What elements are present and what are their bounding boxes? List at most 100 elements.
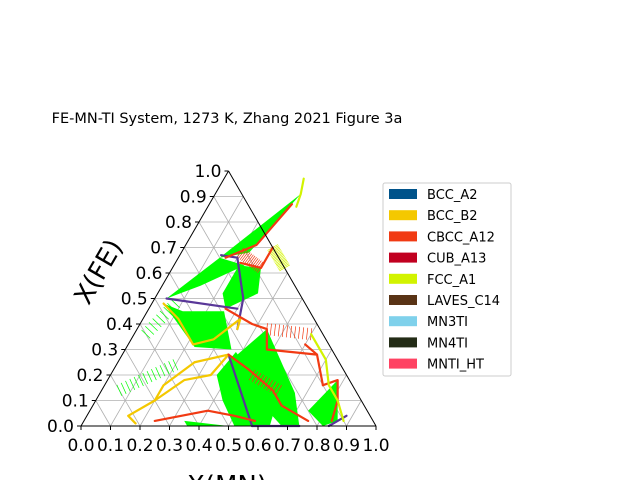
three-phase-region [308, 380, 338, 426]
y-tick-label: 0.5 [121, 290, 148, 310]
tie-line [285, 325, 288, 338]
y-tick-label: 0.1 [62, 392, 89, 412]
grid-line [198, 221, 318, 427]
tie-line [172, 359, 179, 371]
tie-line [253, 260, 262, 271]
grid-line [154, 298, 229, 427]
phase-boundary-cbcc_a12 [321, 379, 339, 422]
x-tick-label: 0.9 [333, 436, 360, 456]
legend-label: MN3TI [427, 315, 468, 330]
phase-boundary-cbcc_a12 [153, 409, 257, 422]
tie-lines [116, 244, 313, 396]
legend: BCC_A2 BCC_B2 CBCC_A12 CUB_A13 FCC_A1 LAVES_C… [382, 182, 512, 377]
y-tick-label: 0.7 [150, 239, 177, 259]
phase-boundary-cbcc_a12 [239, 246, 274, 269]
tie-line [163, 306, 173, 316]
legend-label: CBCC_A12 [427, 230, 495, 245]
tie-line [266, 379, 274, 391]
tie-line [141, 329, 151, 339]
tie-line [263, 378, 271, 389]
phase-boundary-bcc_b2 [153, 361, 196, 402]
tie-line [167, 303, 177, 312]
x-tick-label: 0.7 [274, 436, 301, 456]
tie-line [239, 249, 248, 260]
phase-boundary-bcc_b2 [162, 302, 242, 346]
tie-line [241, 251, 249, 262]
tie-line [252, 259, 261, 270]
three-phase-region [216, 352, 276, 426]
grid-line [213, 196, 347, 427]
phase-boundary-laves_c14 [165, 297, 239, 310]
legend-swatch [389, 295, 417, 305]
x-tick-label: 0.1 [97, 436, 124, 456]
tie-line [251, 371, 259, 383]
phase-boundary-cbcc_a12 [224, 203, 294, 259]
legend-label: BCC_A2 [427, 188, 478, 203]
x-tick-label: 0.0 [67, 436, 94, 456]
tie-line [163, 363, 170, 375]
x-tick-label: 0.3 [156, 436, 183, 456]
legend-swatch [389, 231, 417, 242]
axis-right [228, 170, 377, 427]
tie-line [248, 369, 256, 381]
y-tick-label: 0.9 [180, 188, 207, 208]
phase-boundary-cbcc_a12 [304, 343, 319, 356]
y-tick-label: 0.2 [76, 366, 103, 386]
phase-boundary-cbcc_a12 [227, 353, 310, 422]
legend-swatch [389, 189, 417, 199]
grid-line [124, 349, 170, 427]
legend-swatch [389, 337, 417, 348]
tie-line [306, 327, 309, 340]
x-tick-label: 0.8 [303, 436, 330, 456]
y-tick-label: 0.6 [135, 264, 162, 284]
tie-line [152, 318, 162, 328]
legend-swatch [389, 210, 417, 221]
phase-boundary-cbcc_a12 [224, 307, 324, 387]
x-tick-label: 0.6 [244, 436, 271, 456]
legend-frame [382, 182, 512, 377]
tie-line [159, 365, 166, 377]
x-tick-label: 0.2 [126, 436, 153, 456]
tie-line [170, 299, 180, 309]
tie-line [168, 361, 174, 373]
tie-line [133, 376, 140, 389]
phase-boundary-laves_c14 [227, 353, 254, 428]
tie-line [277, 324, 280, 337]
grid-line [346, 400, 362, 427]
phase-boundary-fcc_a1 [295, 177, 305, 208]
legend-label: CUB_A13 [427, 252, 486, 267]
x-tick-label: 1.0 [362, 436, 389, 456]
y-tick-label: 0.3 [91, 341, 118, 361]
y-tick-label: 0.0 [47, 417, 74, 437]
tie-line [159, 310, 169, 320]
tie-line [142, 372, 149, 385]
y-tick-label: 0.4 [106, 315, 133, 335]
x-axis-label: X(MN) [187, 471, 267, 480]
legend-label: BCC_B2 [427, 209, 478, 224]
legend-items: BCC_A2 BCC_B2 CBCC_A12 CUB_A13 FCC_A1 LAVES_C… [389, 188, 500, 373]
grid-line [95, 400, 111, 427]
tie-line [275, 384, 282, 396]
y-tick-label: 0.8 [165, 213, 192, 233]
tie-line [125, 380, 131, 392]
tie-line [138, 374, 144, 387]
tie-line [242, 252, 251, 263]
legend-label: LAVES_C14 [427, 294, 500, 309]
legend-label: MNTI_HT [427, 358, 484, 373]
three-phase-region [166, 257, 245, 299]
x-tick-labels: 0.0 0.1 0.2 0.3 0.4 0.5 0.6 0.7 0.8 0.9 1.0 [67, 426, 390, 456]
grid-line [139, 323, 200, 427]
legend-swatch [389, 358, 417, 369]
legend-label: FCC_A1 [427, 273, 476, 288]
chart-title: FE-MN-TI System, 1273 K, Zhang 2021 Figu… [52, 111, 403, 127]
tie-line [297, 326, 301, 339]
phase-boundary-bcc_b2 [127, 353, 230, 425]
tie-line [120, 382, 127, 394]
tie-line [151, 369, 157, 381]
legend-swatch [389, 316, 417, 327]
y-tick-labels: 0.0 0.1 0.2 0.3 0.4 0.5 0.6 0.7 0.8 0.9 1.0 [47, 162, 229, 437]
three-phase-region [231, 329, 300, 426]
tie-line [273, 324, 276, 337]
legend-label: MN4TI [427, 336, 468, 351]
